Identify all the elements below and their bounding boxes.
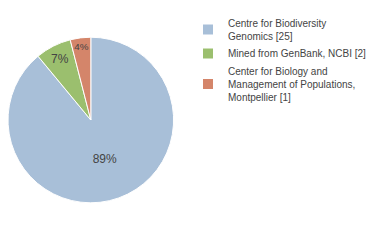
svg-text:Centre for BiodiversityGenomic: Centre for BiodiversityGenomics [25] [228,18,326,42]
svg-text:Center for Biology andManageme: Center for Biology andManagement of Popu… [228,66,355,103]
svg-text:89%: 89% [93,152,117,166]
svg-text:7%: 7% [51,52,69,66]
svg-text:Mined from GenBank, NCBI [2]: Mined from GenBank, NCBI [2] [228,48,366,59]
svg-text:4%: 4% [74,41,88,52]
